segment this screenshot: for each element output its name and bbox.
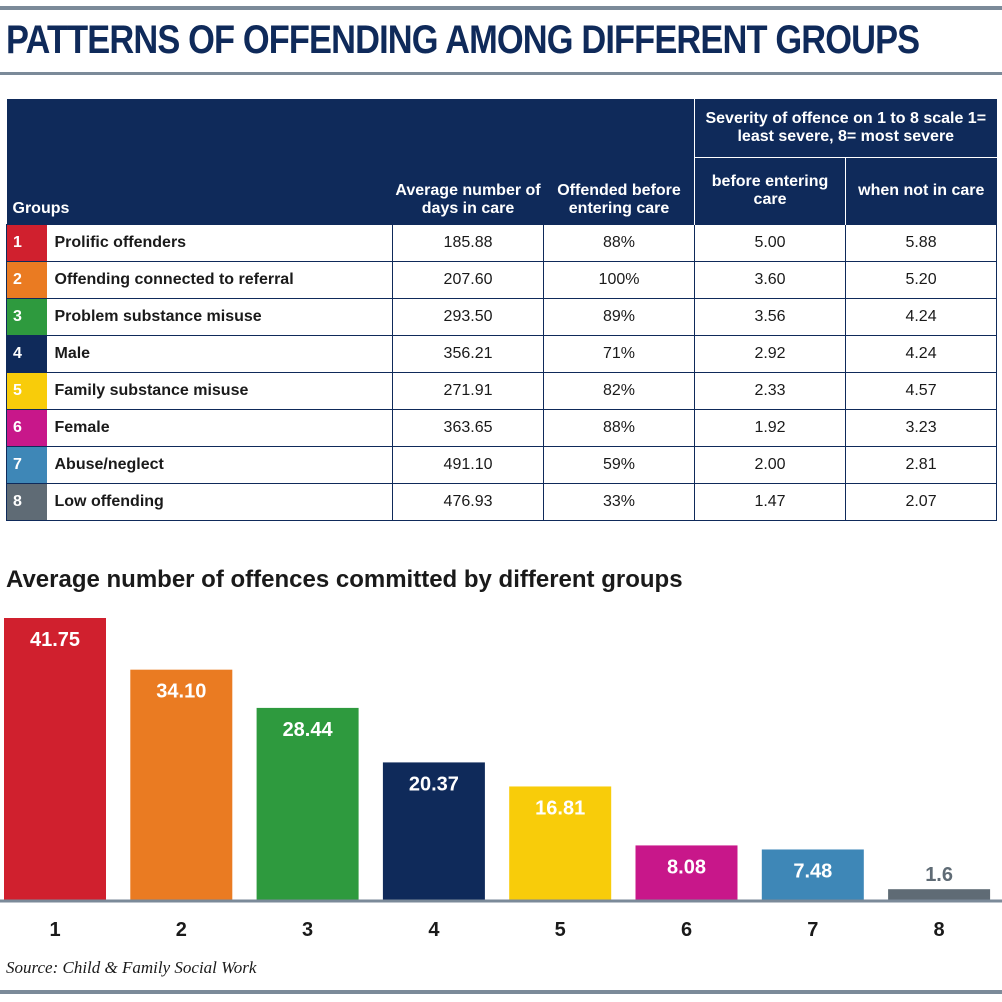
bar-value-label: 34.10 [156,681,206,703]
severity-not-in-care-cell: 4.24 [845,298,998,336]
table-row: 2 Offending connected to referral 207.60 10… [6,261,998,299]
days-in-care-cell: 491.10 [392,446,545,484]
bar-6 [635,845,738,900]
group-name: Abuse/neglect [46,446,394,484]
row-number: 8 [6,483,47,521]
row-number: 1 [6,224,47,262]
offended-before-cell: 71% [543,335,696,373]
severity-not-in-care-cell: 2.07 [845,483,998,521]
group-name: Family substance misuse [46,372,394,410]
header-offended-before: Offended before entering care [543,99,695,225]
bar-value-label: 8.08 [667,856,706,878]
group-name: Female [46,409,394,447]
bar-value-label: 16.81 [535,797,585,819]
bar-value-label: 7.48 [793,860,832,882]
bar-4 [382,762,485,900]
top-rule [0,6,1002,10]
title-rule [0,72,1002,75]
days-in-care-cell: 293.50 [392,298,545,336]
table-row: 3 Problem substance misuse 293.50 89% 3.56 4.… [6,298,998,336]
bar-value-label: 41.75 [30,629,80,651]
chart-title: Average number of offences committed by … [6,566,683,593]
severity-not-in-care-cell: 2.81 [845,446,998,484]
days-in-care-cell: 185.88 [392,224,545,262]
header-groups: Groups [6,99,393,225]
x-tick-label: 5 [555,919,566,941]
group-name: Offending connected to referral [46,261,394,299]
severity-not-in-care-cell: 4.24 [845,335,998,373]
source-note: Source: Child & Family Social Work [6,958,257,977]
group-name: Low offending [46,483,394,521]
days-in-care-cell: 207.60 [392,261,545,299]
offended-before-cell: 89% [543,298,696,336]
table-row: 6 Female 363.65 88% 1.92 3.23 [6,409,998,447]
severity-not-in-care-cell: 5.20 [845,261,998,299]
severity-not-in-care-cell: 3.23 [845,409,998,447]
bar-5 [509,786,612,900]
offending-table: Groups Average number of days in care Of… [6,99,998,521]
table-row: 7 Abuse/neglect 491.10 59% 2.00 2.81 [6,446,998,484]
bar-value-label: 1.6 [925,864,953,886]
severity-before-cell: 3.60 [694,261,847,299]
offended-before-cell: 88% [543,409,696,447]
severity-not-in-care-cell: 5.88 [845,224,998,262]
x-tick-label: 7 [807,919,818,941]
offended-before-cell: 59% [543,446,696,484]
days-in-care-cell: 271.91 [392,372,545,410]
severity-before-cell: 1.47 [694,483,847,521]
x-tick-label: 6 [681,919,692,941]
table-row: 1 Prolific offenders 185.88 88% 5.00 5.88 [6,224,998,262]
bottom-rule [0,990,1002,994]
row-number: 4 [6,335,47,373]
days-in-care-cell: 476.93 [392,483,545,521]
table-row: 5 Family substance misuse 271.91 82% 2.33 4.5… [6,372,998,410]
severity-before-cell: 2.92 [694,335,847,373]
bar-8 [888,889,991,900]
severity-before-cell: 1.92 [694,409,847,447]
row-number: 7 [6,446,47,484]
table-row: 8 Low offending 476.93 33% 1.47 2.07 [6,483,998,521]
header-days-in-care: Average number of days in care [392,99,544,225]
severity-before-cell: 3.56 [694,298,847,336]
row-number: 5 [6,372,47,410]
bar-value-label: 20.37 [409,773,459,795]
table-body: 1 Prolific offenders 185.88 88% 5.00 5.88 2 Off… [6,224,998,521]
bar-value-label: 28.44 [283,719,334,741]
x-tick-label: 2 [176,919,187,941]
days-in-care-cell: 363.65 [392,409,545,447]
bar-1 [4,618,106,900]
severity-before-cell: 2.00 [694,446,847,484]
offended-before-cell: 82% [543,372,696,410]
bar-7 [761,849,864,900]
group-name: Problem substance misuse [46,298,394,336]
severity-not-in-care-cell: 4.57 [845,372,998,410]
header-not-in-care: when not in care [845,157,997,225]
severity-before-cell: 2.33 [694,372,847,410]
row-number: 3 [6,298,47,336]
offended-before-cell: 100% [543,261,696,299]
x-tick-label: 1 [49,919,60,941]
days-in-care-cell: 356.21 [392,335,545,373]
x-tick-label: 4 [428,919,440,941]
x-tick-label: 3 [302,919,313,941]
page-title: PATTERNS OF OFFENDING AMONG DIFFERENT GR… [6,18,920,62]
offences-bar-chart: 41.75 1 34.10 2 28.44 3 20.37 4 16.81 5 8.08 6 7.48 7… [0,618,1002,941]
x-tick-label: 8 [934,919,945,941]
bar-3 [256,707,359,900]
header-severity: Severity of offence on 1 to 8 scale 1= l… [694,99,997,158]
offended-before-cell: 33% [543,483,696,521]
table-row: 4 Male 356.21 71% 2.92 4.24 [6,335,998,373]
bar-2 [130,669,233,900]
offended-before-cell: 88% [543,224,696,262]
group-name: Male [46,335,394,373]
row-number: 2 [6,261,47,299]
row-number: 6 [6,409,47,447]
severity-before-cell: 5.00 [694,224,847,262]
group-name: Prolific offenders [46,224,394,262]
header-before-care: before entering care [694,157,846,225]
